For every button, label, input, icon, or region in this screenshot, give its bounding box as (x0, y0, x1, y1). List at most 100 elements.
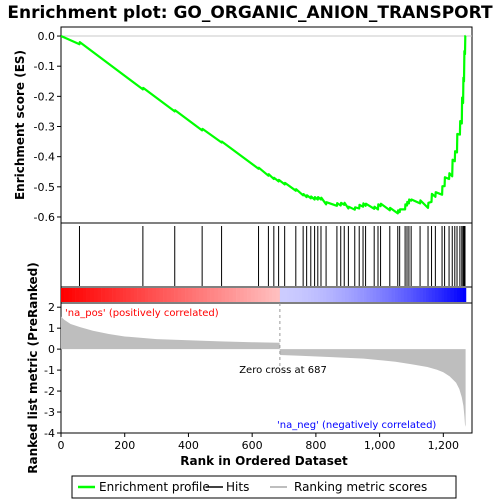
heatbar-cell-positive (181, 288, 186, 302)
chart-title: Enrichment plot: GO_ORGANIC_ANION_TRANSP… (7, 3, 493, 23)
es-y-tick-label: 0.0 (38, 30, 56, 43)
heatbar-cell-negative (438, 288, 442, 302)
heatbar-cell-positive (108, 288, 113, 302)
es-y-tick-label: -0.2 (34, 90, 55, 103)
hits-layer (78, 226, 466, 286)
heatbar-cell-positive (133, 288, 138, 302)
heatbar-cell-negative (388, 288, 392, 302)
heatbar-cell-negative (338, 288, 343, 302)
metric-y-tick-label: 2 (48, 301, 55, 314)
heatbar-cell-negative (462, 288, 467, 302)
legend-box (71, 475, 457, 499)
heatbar-cell-positive (174, 288, 179, 302)
heatbar-cell-positive (71, 288, 76, 302)
heatbar-cell-positive (166, 288, 171, 302)
heatbar-cell-negative (397, 288, 402, 302)
heatbar-cell-negative (292, 288, 296, 302)
heatbar-cell-positive (82, 288, 87, 302)
heatbar-cell-positive (210, 288, 215, 302)
ranking-metric-area (61, 316, 466, 427)
heatbar-cell-positive (225, 288, 230, 302)
heatbar-cell-negative (407, 288, 411, 302)
heatbar-cell-positive (203, 288, 208, 302)
heatbar-cell-positive (86, 288, 91, 302)
heatbar-cell-negative (289, 288, 293, 302)
heatbar-cell-negative (307, 288, 312, 302)
legend-label-ranking: Ranking metric scores (294, 480, 427, 494)
metric-y-tick-label: 1 (48, 322, 55, 335)
heatbar-cell-negative (434, 288, 439, 302)
heatbar-cell-negative (410, 288, 414, 302)
es-y-tick-label: -0.5 (34, 181, 55, 194)
metric-y-tick-label: -2 (44, 385, 55, 398)
x-tick-label: 0 (58, 439, 65, 452)
heatbar-cell-positive (90, 288, 95, 302)
metric-layer: 210-1-2-3-40 200 400 600 800 1,000 1,200 (44, 301, 466, 452)
heatbar-cell-negative (286, 288, 290, 302)
heatbar-cell-positive (93, 288, 98, 302)
heatbar-cell-negative (304, 288, 309, 302)
heatbar-cell-negative (360, 288, 364, 302)
heatbar-cell-positive (101, 288, 106, 302)
heatbar-cell-negative (403, 288, 408, 302)
heatbar-cell-negative (453, 288, 457, 302)
heatbar-cell-negative (341, 288, 346, 302)
heatbar-cell-negative (323, 288, 327, 302)
heatbar-cell-negative (394, 288, 399, 302)
heatbar-cell-positive (115, 288, 120, 302)
heatbar-cell-negative (357, 288, 361, 302)
heatbar-cell-negative (422, 288, 426, 302)
heatbar-cell-negative (301, 288, 305, 302)
heatbar-cell-negative (400, 288, 405, 302)
x-tick-label: 400 (178, 439, 199, 452)
heatbar-cell-positive (75, 288, 80, 302)
heatbar-cell-positive (228, 288, 233, 302)
heatbar-cell-positive (141, 288, 146, 302)
heatbar-cell-negative (450, 288, 454, 302)
hits-panel-frame (60, 222, 473, 288)
heatbar-cell-positive (97, 288, 102, 302)
heatbar-cell-positive (163, 288, 168, 302)
heatbar-cell-positive (188, 288, 193, 302)
es-y-tick-label: -0.3 (34, 121, 55, 134)
heatbar-cell-negative (345, 288, 349, 302)
legend-label-hits: Hits (226, 480, 249, 494)
heatbar-cell-negative (369, 288, 374, 302)
heatbar-cell-negative (354, 288, 358, 302)
heatbar-cell-negative (295, 288, 299, 302)
heatbar-cell-negative (282, 288, 287, 302)
es-layer: 0.0 -0.1 -0.2 -0.3 -0.4 -0.5 -0.6 (34, 30, 472, 224)
heatbar-cell-positive (152, 288, 157, 302)
heatbar-cell-positive (243, 288, 248, 302)
heatbar-cell-negative (363, 288, 368, 302)
x-tick-label: 1,200 (428, 439, 460, 452)
heatbar-cell-positive (123, 288, 127, 302)
metric-panel-frame (60, 302, 473, 434)
heatbar-cell-negative (317, 288, 321, 302)
heatbar-cell-positive (247, 288, 251, 302)
heatbar-cell-positive (257, 288, 262, 302)
heatbar-cell-negative (335, 288, 340, 302)
heatbar-cell-negative (332, 288, 337, 302)
heatbar-cell-negative (431, 288, 436, 302)
heatbar-cell-negative (351, 288, 355, 302)
metric-axis-label: Ranked list metric (PreRanked) (26, 262, 40, 474)
heatbar-cell-negative (279, 288, 284, 302)
heatbar-cell-negative (391, 288, 395, 302)
es-y-tick-label: -0.6 (34, 211, 55, 224)
heatbar-cell-positive (272, 288, 277, 302)
x-tick-label: 1,000 (364, 439, 396, 452)
heatbar-cell-negative (428, 288, 433, 302)
heatbar-cell-negative (376, 288, 380, 302)
heatbar-cell-positive (195, 288, 200, 302)
heatbar-cell-positive (130, 288, 135, 302)
heatbar-cell-positive (79, 288, 84, 302)
heatbar-cell-positive (250, 288, 255, 302)
heatbar-cell-negative (382, 288, 386, 302)
metric-y-tick-label: -1 (44, 364, 55, 377)
enrichment-profile-line (60, 34, 467, 215)
es-y-tick-label: -0.4 (34, 151, 55, 164)
heatbar-cell-positive (119, 288, 124, 302)
heatbar-cell-positive (177, 288, 182, 302)
x-axis-label: Rank in Ordered Dataset (180, 454, 348, 468)
